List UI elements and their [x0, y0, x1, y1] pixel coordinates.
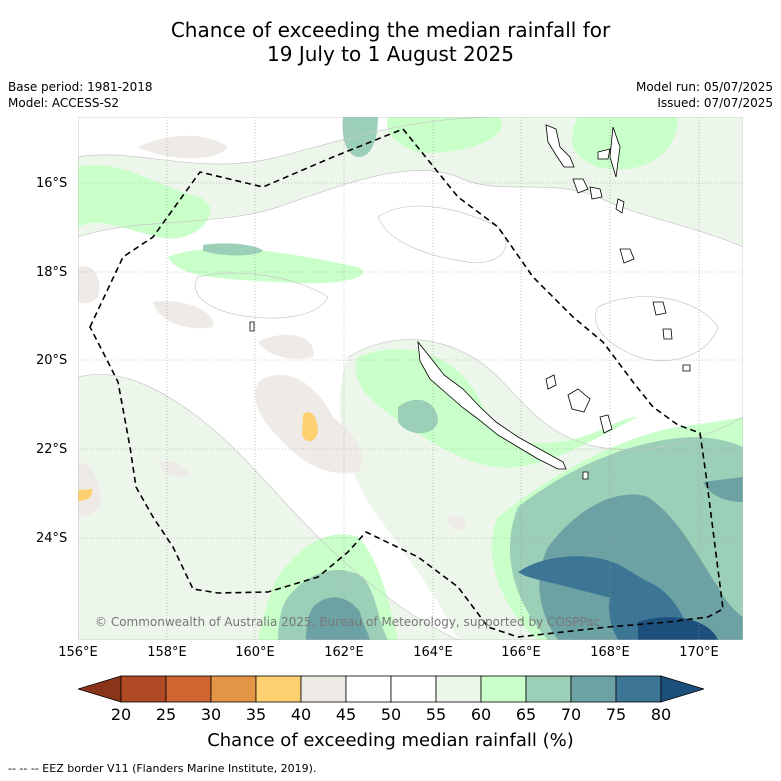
- rainfall-map: © Commonwealth of Australia 2025, Bureau…: [78, 117, 743, 640]
- lon-label-158e: 158°E: [147, 645, 187, 660]
- eez-legend-note: -- -- -- EEZ border V11 (Flanders Marine…: [8, 762, 317, 775]
- eez-border: [89, 128, 724, 638]
- colorbar-cell-20-25: [120, 675, 167, 703]
- island-loyalty-1: [545, 374, 557, 390]
- islands: [249, 124, 691, 480]
- lat-label-24s: 24°S: [36, 531, 68, 546]
- title-line-1: Chance of exceeding the median rainfall …: [170, 18, 611, 42]
- colorbar-tick-50: 50: [380, 705, 402, 724]
- island-vanuatu-9: [662, 328, 673, 340]
- lon-label-164e: 164°E: [413, 645, 453, 660]
- graticule: [78, 117, 743, 640]
- colorbar-tick-60: 60: [470, 705, 492, 724]
- island-vanuatu-6: [615, 198, 625, 214]
- lat-label-20s: 20°S: [36, 353, 68, 368]
- colorbar-tick-80: 80: [650, 705, 672, 724]
- island-vanuatu-2: [597, 148, 611, 160]
- issued-date: Issued: 07/07/2025: [657, 96, 773, 110]
- model-run: Model run: 05/07/2025: [635, 80, 773, 94]
- island-vanuatu-1: [545, 124, 575, 168]
- colorbar-cell-60-65: [480, 675, 527, 703]
- lon-label-160e: 160°E: [235, 645, 275, 660]
- colorbar-cell-40-45: [300, 675, 347, 703]
- island-loyalty-2: [567, 388, 591, 413]
- colorbar-cell-50-55: [390, 675, 437, 703]
- colorbar-tick-70: 70: [560, 705, 582, 724]
- lon-label-162e: 162°E: [324, 645, 364, 660]
- colorbar-cell-45-50: [345, 675, 392, 703]
- colorbar-label: Chance of exceeding median rainfall (%): [207, 730, 574, 751]
- island-loyalty-3: [599, 414, 613, 434]
- colorbar-tick-55: 55: [425, 705, 447, 724]
- island-hunter: [582, 471, 589, 480]
- island-chesterfield: [249, 321, 255, 332]
- lon-label-156e: 156°E: [58, 645, 98, 660]
- lon-label-168e: 168°E: [590, 645, 630, 660]
- lon-label-166e: 166°E: [501, 645, 541, 660]
- colorbar-cell-30-35: [210, 675, 257, 703]
- rainfall-shading: [78, 117, 743, 640]
- meta-right: Model run: 05/07/2025 Issued: 07/07/2025: [636, 79, 773, 111]
- colorbar-tick-75: 75: [605, 705, 627, 724]
- meta-left: Base period: 1981-2018 Model: ACCESS-S2: [8, 79, 153, 111]
- lat-label-18s: 18°S: [36, 265, 68, 280]
- island-vanuatu-7: [619, 248, 635, 264]
- colorbar-cell-35-40: [255, 675, 302, 703]
- lat-label-16s: 16°S: [36, 176, 68, 191]
- colorbar-extend-low: [78, 675, 122, 703]
- island-vanuatu-4: [572, 178, 589, 194]
- colorbar-tick-65: 65: [515, 705, 537, 724]
- island-vanuatu-5: [589, 186, 603, 200]
- base-period: Base period: 1981-2018: [8, 80, 153, 94]
- lon-label-170e: 170°E: [679, 645, 719, 660]
- chart-title: Chance of exceeding the median rainfall …: [0, 18, 781, 66]
- colorbar-cell-65-70: [525, 675, 572, 703]
- colorbar-tick-30: 30: [200, 705, 222, 724]
- island-vanuatu-3: [609, 126, 621, 178]
- colorbar-cell-75-80: [615, 675, 662, 703]
- map-copyright: © Commonwealth of Australia 2025, Bureau…: [95, 615, 600, 629]
- island-vanuatu-8: [652, 301, 667, 316]
- contour-lines: [78, 117, 743, 640]
- island-new-caledonia: [417, 340, 567, 470]
- model-name: Model: ACCESS-S2: [8, 96, 120, 110]
- colorbar-tick-35: 35: [245, 705, 267, 724]
- colorbar-tick-45: 45: [335, 705, 357, 724]
- colorbar-tick-25: 25: [155, 705, 177, 724]
- colorbar-cell-55-60: [435, 675, 482, 703]
- colorbar-cells: [78, 675, 704, 703]
- colorbar: [78, 675, 704, 703]
- colorbar-cell-70-75: [570, 675, 617, 703]
- title-line-2: 19 July to 1 August 2025: [267, 42, 514, 66]
- colorbar-tick-20: 20: [110, 705, 132, 724]
- colorbar-cell-25-30: [165, 675, 212, 703]
- island-vanuatu-10: [682, 364, 691, 372]
- colorbar-extend-high: [660, 675, 704, 703]
- colorbar-tick-40: 40: [290, 705, 312, 724]
- lat-label-22s: 22°S: [36, 442, 68, 457]
